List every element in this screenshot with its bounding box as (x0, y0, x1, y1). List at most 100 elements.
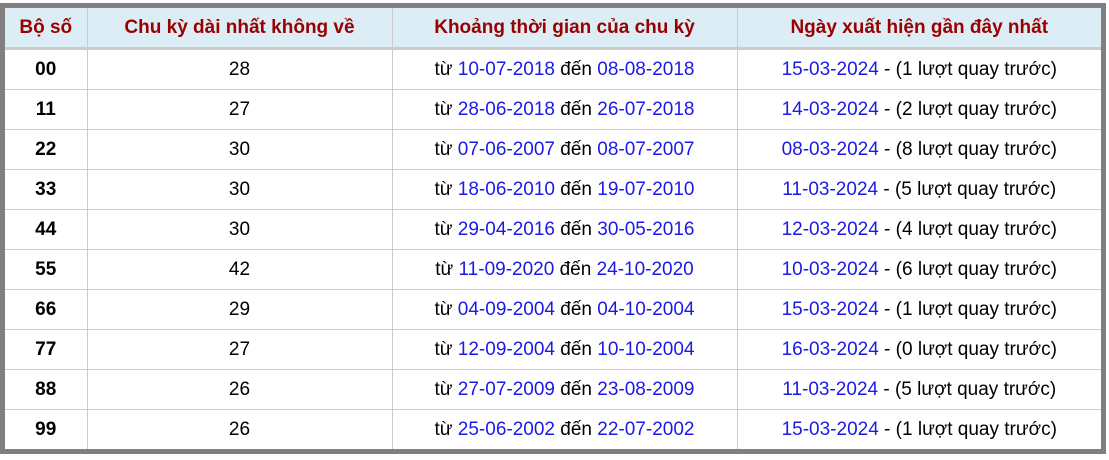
from-label: từ (434, 378, 453, 400)
period-cell: từ 10-07-2018 đến 08-08-2018 (391, 48, 738, 90)
separator: - (878, 338, 896, 360)
period-cell: từ 25-06-2002 đến 22-07-2002 (391, 409, 738, 449)
draws-ago: (8 lượt quay trước) (895, 138, 1057, 160)
separator: - (878, 418, 896, 440)
period-cell: từ 12-09-2004 đến 10-10-2004 (391, 329, 738, 370)
end-date: 19-07-2010 (597, 178, 695, 200)
last-date: 15-03-2024 (781, 298, 879, 320)
cycle-cell: 27 (86, 329, 393, 370)
last-seen-cell: 11-03-2024 - (5 lượt quay trước) (736, 169, 1101, 210)
last-date: 11-03-2024 (782, 378, 879, 400)
table-row: 88 26 từ 27-07-2009 đến 23-08-2009 11-03… (5, 369, 1101, 410)
end-date: 08-07-2007 (597, 138, 695, 160)
cycle-cell: 26 (86, 369, 393, 410)
table-row: 11 27 từ 28-06-2018 đến 26-07-2018 14-03… (5, 89, 1101, 130)
cycle-cell: 28 (86, 48, 393, 90)
start-date: 11-09-2020 (458, 258, 555, 280)
to-label: đến (560, 378, 592, 400)
to-label: đến (560, 98, 592, 120)
start-date: 04-09-2004 (457, 298, 555, 320)
header-pair: Bộ số (5, 8, 88, 50)
start-date: 25-06-2002 (457, 418, 555, 440)
period-cell: từ 27-07-2009 đến 23-08-2009 (391, 369, 738, 410)
to-label: đến (560, 178, 592, 200)
to-label: đến (560, 58, 592, 80)
period-cell: từ 07-06-2007 đến 08-07-2007 (391, 129, 738, 170)
end-date: 23-08-2009 (597, 378, 695, 400)
pair-cell: 99 (5, 409, 88, 449)
cycle-cell: 27 (86, 89, 393, 130)
separator: - (878, 298, 896, 320)
period-cell: từ 18-06-2010 đến 19-07-2010 (391, 169, 738, 210)
pair-cell: 55 (5, 249, 88, 290)
separator: - (878, 258, 896, 280)
from-label: từ (434, 138, 453, 160)
draws-ago: (2 lượt quay trước) (895, 98, 1057, 120)
from-label: từ (435, 258, 454, 280)
start-date: 29-04-2016 (457, 218, 555, 240)
table-row: 44 30 từ 29-04-2016 đến 30-05-2016 12-03… (5, 209, 1101, 250)
last-seen-cell: 10-03-2024 - (6 lượt quay trước) (736, 249, 1101, 290)
cycle-cell: 26 (86, 409, 393, 449)
start-date: 27-07-2009 (457, 378, 555, 400)
table-row: 22 30 từ 07-06-2007 đến 08-07-2007 08-03… (5, 129, 1101, 170)
to-label: đến (560, 298, 592, 320)
draws-ago: (4 lượt quay trước) (895, 218, 1057, 240)
to-label: đến (559, 258, 592, 280)
draws-ago: (1 lượt quay trước) (895, 418, 1057, 440)
last-date: 08-03-2024 (781, 138, 879, 160)
table-row: 66 29 từ 04-09-2004 đến 04-10-2004 15-03… (5, 289, 1101, 330)
end-date: 30-05-2016 (597, 218, 695, 240)
period-cell: từ 11-09-2020 đến 24-10-2020 (391, 249, 738, 290)
draws-ago: (1 lượt quay trước) (895, 298, 1057, 320)
header-period: Khoảng thời gian của chu kỳ (391, 8, 738, 50)
last-date: 11-03-2024 (782, 178, 879, 200)
last-seen-cell: 15-03-2024 - (1 lượt quay trước) (736, 409, 1101, 449)
to-label: đến (560, 138, 592, 160)
cycle-cell: 30 (86, 209, 393, 250)
last-date: 16-03-2024 (781, 338, 879, 360)
pair-cell: 33 (5, 169, 88, 210)
draws-ago: (5 lượt quay trước) (894, 178, 1057, 200)
start-date: 12-09-2004 (457, 338, 555, 360)
header-cycle: Chu kỳ dài nhất không về (86, 8, 393, 50)
last-date: 15-03-2024 (781, 418, 879, 440)
pair-cell: 44 (5, 209, 88, 250)
from-label: từ (434, 178, 453, 200)
last-seen-cell: 15-03-2024 - (1 lượt quay trước) (736, 48, 1101, 90)
cycle-cell: 30 (86, 129, 393, 170)
to-label: đến (560, 338, 592, 360)
last-date: 14-03-2024 (781, 98, 879, 120)
to-label: đến (560, 218, 592, 240)
pair-cell: 77 (5, 329, 88, 370)
end-date: 04-10-2004 (597, 298, 695, 320)
last-seen-cell: 12-03-2024 - (4 lượt quay trước) (736, 209, 1101, 250)
cycle-cell: 29 (86, 289, 393, 330)
last-date: 12-03-2024 (781, 218, 879, 240)
from-label: từ (434, 98, 453, 120)
end-date: 22-07-2002 (597, 418, 695, 440)
start-date: 18-06-2010 (457, 178, 555, 200)
last-date: 15-03-2024 (781, 58, 879, 80)
last-seen-cell: 11-03-2024 - (5 lượt quay trước) (736, 369, 1101, 410)
table-header-row: Bộ số Chu kỳ dài nhất không về Khoảng th… (5, 8, 1101, 50)
last-seen-cell: 08-03-2024 - (8 lượt quay trước) (736, 129, 1101, 170)
draws-ago: (0 lượt quay trước) (895, 338, 1057, 360)
from-label: từ (434, 218, 453, 240)
table-row: 55 42 từ 11-09-2020 đến 24-10-2020 10-03… (5, 249, 1101, 290)
from-label: từ (434, 338, 453, 360)
header-last-seen: Ngày xuất hiện gần đây nhất (736, 8, 1101, 50)
table-row: 33 30 từ 18-06-2010 đến 19-07-2010 11-03… (5, 169, 1101, 210)
separator: - (878, 218, 896, 240)
last-seen-cell: 16-03-2024 - (0 lượt quay trước) (736, 329, 1101, 370)
last-date: 10-03-2024 (781, 258, 879, 280)
pair-cell: 88 (5, 369, 88, 410)
from-label: từ (434, 58, 453, 80)
pair-cell: 11 (5, 89, 88, 130)
end-date: 26-07-2018 (597, 98, 695, 120)
period-cell: từ 28-06-2018 đến 26-07-2018 (391, 89, 738, 130)
table-row: 77 27 từ 12-09-2004 đến 10-10-2004 16-03… (5, 329, 1101, 370)
end-date: 08-08-2018 (597, 58, 695, 80)
from-label: từ (434, 298, 453, 320)
start-date: 10-07-2018 (457, 58, 555, 80)
